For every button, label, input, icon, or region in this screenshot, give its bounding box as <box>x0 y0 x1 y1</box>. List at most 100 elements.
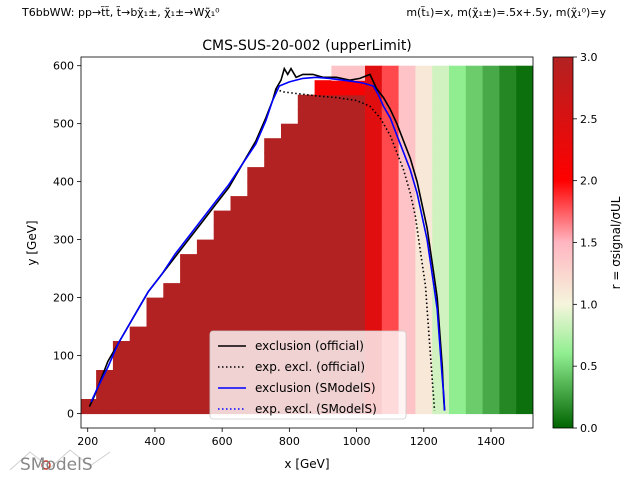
heatmap-cell <box>415 326 433 342</box>
heatmap-cell <box>264 268 282 284</box>
heatmap-cell <box>297 312 316 328</box>
heatmap-cell <box>331 268 349 284</box>
y-axis-label: y [GeV] <box>25 220 39 265</box>
heatmap-cell <box>281 225 299 241</box>
heatmap-cell <box>129 326 148 342</box>
heatmap-cell <box>348 196 366 212</box>
heatmap-cell <box>482 167 500 183</box>
heatmap-cell <box>247 297 265 313</box>
heatmap-cell <box>180 312 198 328</box>
heatmap-cell <box>331 225 349 241</box>
heatmap-cell <box>482 181 500 197</box>
heatmap-cell <box>415 283 433 299</box>
heatmap-cell <box>516 123 533 139</box>
heatmap-cell <box>465 370 484 386</box>
heatmap-cell <box>432 181 450 197</box>
heatmap-cell <box>247 239 265 255</box>
heatmap-cell <box>465 138 484 154</box>
x-axis-label: x [GeV] <box>284 457 329 471</box>
heatmap-cell <box>314 268 332 284</box>
heatmap-cell <box>314 312 332 328</box>
heatmap-cell <box>499 210 517 226</box>
heatmap-cell <box>499 94 517 110</box>
y-tick-label: 300 <box>53 234 74 247</box>
heatmap-cell <box>432 312 450 328</box>
heatmap-cell <box>264 283 282 299</box>
heatmap-cell <box>398 181 416 197</box>
heatmap-cell <box>112 384 131 400</box>
heatmap-cell <box>331 297 349 313</box>
heatmap-cell <box>163 297 181 313</box>
heatmap-cell <box>348 94 366 110</box>
heatmap-cell <box>129 341 148 357</box>
heatmap-cell <box>533 211 550 226</box>
heatmap-cell <box>398 268 416 284</box>
heatmap-cell <box>213 297 232 313</box>
heatmap-cell <box>398 210 416 226</box>
heatmap-cell <box>348 181 366 197</box>
heatmap-cell <box>499 196 517 212</box>
heatmap-cell <box>281 138 299 154</box>
heatmap-cell <box>449 384 467 400</box>
heatmap-cell <box>196 312 215 328</box>
heatmap-cell <box>533 225 550 240</box>
heatmap-cell <box>264 254 282 270</box>
heatmap-cell <box>180 370 198 386</box>
heatmap-cell <box>465 283 484 299</box>
colorbar-tick-label: 2.5 <box>580 113 598 126</box>
heatmap-cell <box>516 384 533 400</box>
heatmap-cell <box>465 355 484 371</box>
heatmap-cell <box>365 65 383 81</box>
heatmap-cell <box>465 341 484 357</box>
legend-label: exp. excl. (SModelS) <box>255 402 377 416</box>
logo-circle-graphic <box>41 460 51 470</box>
heatmap-cell <box>112 370 131 386</box>
heatmap-cell <box>432 65 450 81</box>
heatmap-cell <box>465 254 484 270</box>
heatmap-cell <box>533 124 550 139</box>
heatmap-cell <box>432 123 450 139</box>
heatmap-cell <box>348 312 366 328</box>
x-axis-ticks: 200 400 600 800 1000 1200 1400 <box>77 428 505 448</box>
heatmap-cell <box>482 196 500 212</box>
heatmap-cell <box>129 370 148 386</box>
heatmap-cell <box>499 268 517 284</box>
heatmap-cell <box>146 297 164 313</box>
heatmap-cell <box>465 123 484 139</box>
heatmap-cell <box>348 239 366 255</box>
heatmap-cell <box>163 399 181 415</box>
heatmap-cell <box>449 196 467 212</box>
heatmap-cell <box>96 399 114 415</box>
heatmap-cell <box>297 123 316 139</box>
heatmap-cell <box>247 167 265 183</box>
heatmap-cell <box>482 341 500 357</box>
heatmap-cell <box>281 268 299 284</box>
heatmap-cell <box>365 109 383 125</box>
heatmap-cell <box>533 254 550 269</box>
heatmap-cell <box>398 225 416 241</box>
heatmap-cell <box>449 181 467 197</box>
heatmap-cell <box>449 297 467 313</box>
heatmap-cell <box>516 283 533 299</box>
heatmap-cell <box>499 152 517 168</box>
heatmap-cell <box>482 138 500 154</box>
colorbar-tick-label: 0.5 <box>580 360 598 373</box>
heatmap-cell <box>264 239 282 255</box>
heatmap-cell <box>348 123 366 139</box>
heatmap-cell <box>398 283 416 299</box>
heatmap-cell <box>415 355 433 371</box>
heatmap-cell <box>499 239 517 255</box>
heatmap-cell <box>449 268 467 284</box>
heatmap-cell <box>297 138 316 154</box>
heatmap-cell <box>348 297 366 313</box>
heatmap-cell <box>449 65 467 81</box>
heatmap-cell <box>381 167 400 183</box>
heatmap-cell <box>247 268 265 284</box>
heatmap-cell <box>432 167 450 183</box>
heatmap-cell <box>465 312 484 328</box>
heatmap-cell <box>163 370 181 386</box>
heatmap-cell <box>415 370 433 386</box>
heatmap-cell <box>331 239 349 255</box>
heatmap-cell <box>146 355 164 371</box>
heatmap-cell <box>314 225 332 241</box>
